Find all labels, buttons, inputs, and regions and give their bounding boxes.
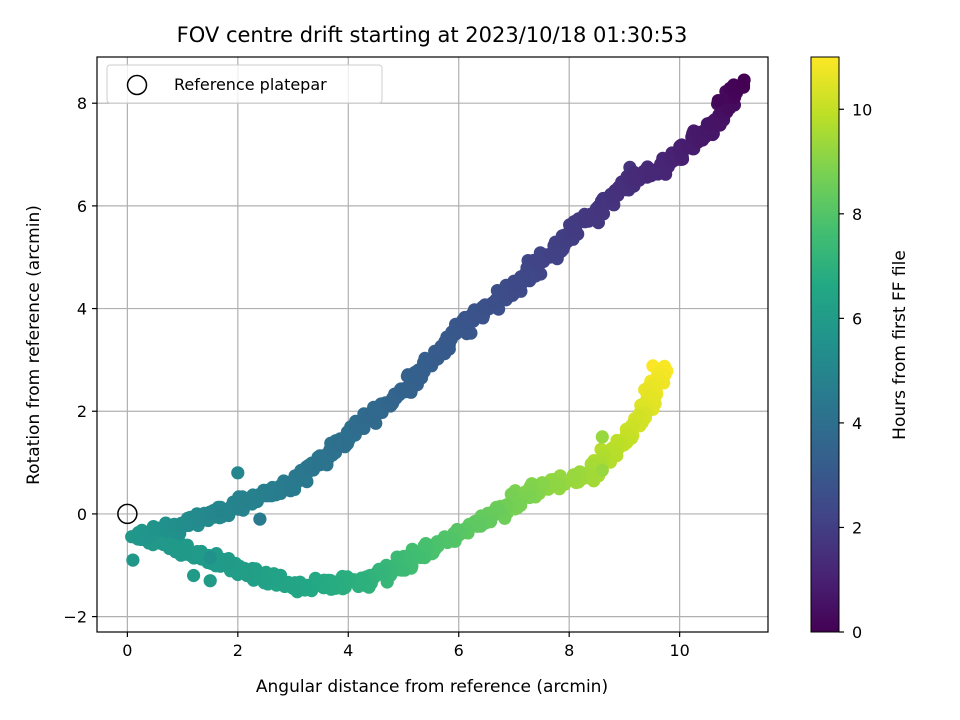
drift-point <box>544 247 558 261</box>
drift-point <box>323 442 337 456</box>
drift-point <box>612 180 626 194</box>
drift-point <box>419 537 433 551</box>
drift-point <box>249 493 263 507</box>
y-tick-label: 2 <box>77 402 87 421</box>
colorbar-tick-label: 0 <box>852 623 862 642</box>
x-axis-ticks: 0 2 4 6 8 10 <box>122 632 690 660</box>
drift-point <box>632 409 646 423</box>
drift-point <box>187 568 201 583</box>
drift-point <box>156 537 170 551</box>
drift-point <box>203 551 217 565</box>
colorbar-tick-label: 10 <box>852 100 872 119</box>
colorbar-tick-label: 6 <box>852 309 862 328</box>
legend-entry-reference-platepar: Reference platepar <box>174 75 327 94</box>
x-tick-label: 0 <box>122 641 132 660</box>
drift-point <box>267 567 281 581</box>
y-axis-label: Rotation from reference (arcmin) <box>24 205 44 485</box>
y-tick-label: 6 <box>77 197 87 216</box>
colorbar-gradient <box>810 56 840 633</box>
y-tick-label: 0 <box>77 505 87 524</box>
x-tick-label: 6 <box>454 641 464 660</box>
x-tick-label: 8 <box>564 641 574 660</box>
x-tick-label: 10 <box>669 641 689 660</box>
drift-point <box>253 512 267 526</box>
drift-point <box>594 205 608 219</box>
drift-point <box>566 469 580 483</box>
y-axis-ticks: −2 0 2 4 6 8 <box>63 94 97 627</box>
plot-frame <box>96 56 769 633</box>
colorbar-tick-label: 8 <box>852 205 862 224</box>
y-tick-label: 4 <box>77 300 87 319</box>
scatter-points <box>125 73 751 599</box>
legend-marker-icon <box>126 74 148 96</box>
drift-point <box>737 73 751 87</box>
drift-point <box>595 430 609 444</box>
drift-point <box>126 553 140 567</box>
drift-point <box>608 445 622 459</box>
reference-point-marker <box>117 503 138 525</box>
x-tick-label: 4 <box>343 641 353 660</box>
chart-title: FOV centre drift starting at 2023/10/18 … <box>177 23 688 47</box>
y-tick-label: −2 <box>63 608 87 627</box>
colorbar-tick-label: 2 <box>852 518 862 537</box>
drift-point <box>283 484 298 498</box>
y-tick-label: 8 <box>77 94 87 113</box>
legend-box <box>106 64 383 104</box>
drift-point <box>595 463 609 477</box>
colorbar: 0 2 4 6 8 10 Hours from first FF file <box>810 56 910 642</box>
legend: Reference platepar <box>106 64 383 104</box>
drift-point <box>504 487 518 501</box>
drift-point <box>711 94 725 108</box>
colorbar-label: Hours from first FF file <box>890 250 910 440</box>
colorbar-tick-label: 4 <box>852 414 862 433</box>
x-axis-label: Angular distance from reference (arcmin) <box>256 677 608 697</box>
x-tick-label: 2 <box>233 641 243 660</box>
drift-point <box>231 466 245 480</box>
drift-point <box>203 574 217 588</box>
colorbar-ticks: 0 2 4 6 8 10 <box>839 100 872 642</box>
